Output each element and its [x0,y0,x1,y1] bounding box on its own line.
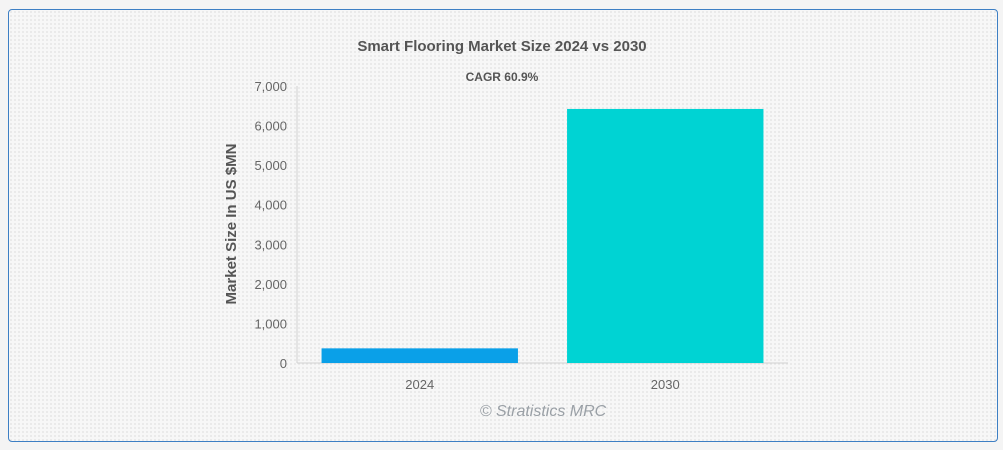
y-tick-label: 7,000 [254,79,287,94]
x-tick-label: 2030 [651,377,680,392]
chart-subtitle: CAGR 60.9% [466,70,539,84]
chart-frame [8,9,998,442]
y-tick-label: 0 [280,356,287,371]
watermark: © Stratistics MRC [480,403,607,420]
y-tick-label: 4,000 [254,198,287,213]
chart-title: Smart Flooring Market Size 2024 vs 2030 [357,38,646,55]
y-tick-label: 6,000 [254,119,287,134]
bar-2030[interactable] [567,108,764,363]
y-tick-label: 1,000 [254,316,287,331]
x-axis-ticks: 2024 2030 [405,377,679,392]
bars [321,108,764,363]
y-axis-ticks: 0 1,000 2,000 3,000 4,000 5,000 6,000 7,000 [254,79,287,371]
x-tick-label: 2024 [405,377,434,392]
y-tick-label: 5,000 [254,158,287,173]
bar-2024[interactable] [321,348,518,363]
y-axis-label: Market Size In US $MN [223,144,240,305]
y-tick-label: 2,000 [254,277,287,292]
y-tick-label: 3,000 [254,237,287,252]
